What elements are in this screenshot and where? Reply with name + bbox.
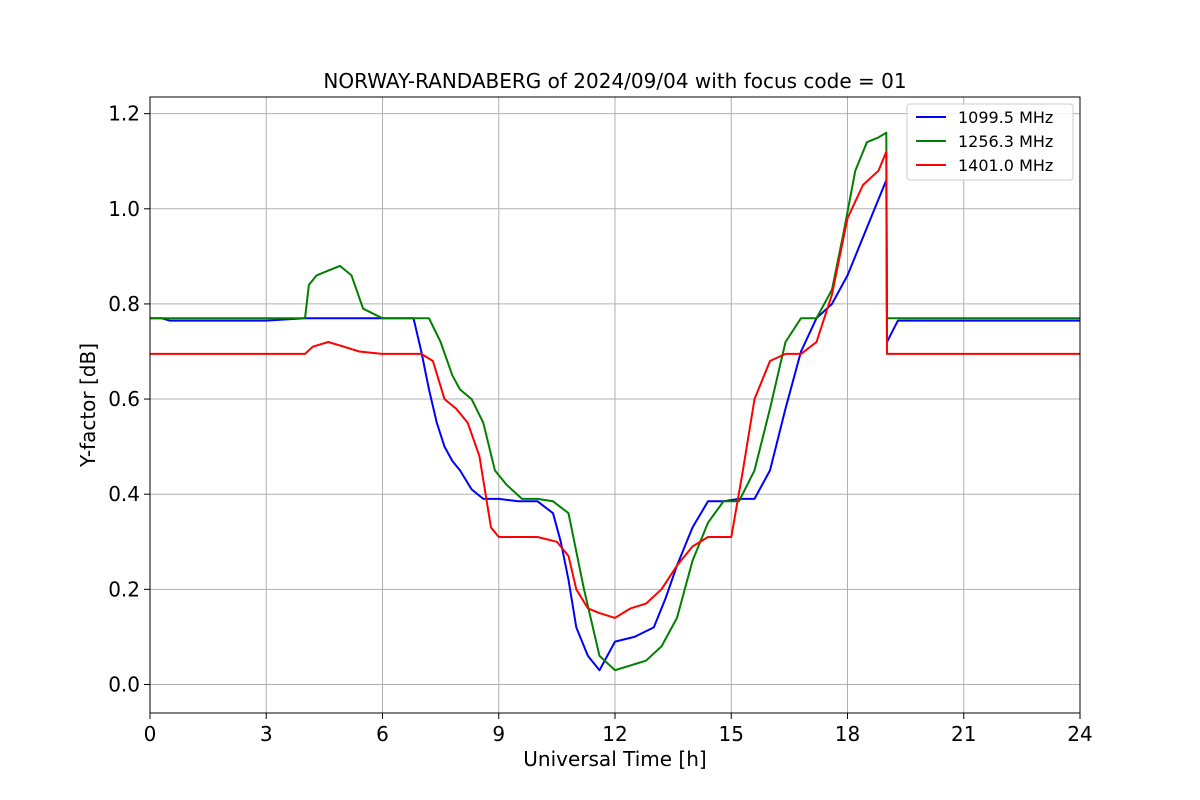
y-tick-label: 0.4 <box>108 482 140 506</box>
x-tick-label: 0 <box>144 722 157 746</box>
x-tick-label: 9 <box>492 722 505 746</box>
y-tick-label: 0.8 <box>108 292 140 316</box>
y-tick-label: 0.0 <box>108 672 140 696</box>
x-tick-label: 24 <box>1067 722 1092 746</box>
x-tick-label: 3 <box>260 722 273 746</box>
x-tick-label: 18 <box>835 722 860 746</box>
legend-box <box>906 103 1074 181</box>
legend: 1099.5 MHz 1256.3 MHz 1401.0 MHz <box>906 103 1074 181</box>
x-tick-label: 12 <box>602 722 627 746</box>
series-layer <box>150 131 1080 672</box>
x-tick-label: 6 <box>376 722 389 746</box>
x-tick-label: 15 <box>719 722 744 746</box>
legend-label-1401-0: 1401.0 MHz <box>958 156 1053 175</box>
series-line-1256-3-mhz <box>150 131 1080 672</box>
x-axis-label: Universal Time [h] <box>523 747 706 771</box>
y-axis-label: Y-factor [dB] <box>76 343 100 468</box>
chart-title: NORWAY-RANDABERG of 2024/09/04 with focu… <box>323 69 906 93</box>
ticks: 0 3 6 9 12 15 18 21 24 0.0 0.2 0.4 0.6 0.8 1.0 1.2 <box>108 102 1093 746</box>
legend-label-1099-5: 1099.5 MHz <box>958 108 1053 127</box>
x-tick-label: 21 <box>951 722 976 746</box>
series-line-1401-0-mhz <box>150 150 1080 619</box>
legend-label-1256-3: 1256.3 MHz <box>958 132 1053 151</box>
y-tick-label: 1.2 <box>108 102 140 126</box>
y-tick-label: 0.2 <box>108 577 140 601</box>
y-tick-label: 0.6 <box>108 387 140 411</box>
y-tick-label: 1.0 <box>108 197 140 221</box>
